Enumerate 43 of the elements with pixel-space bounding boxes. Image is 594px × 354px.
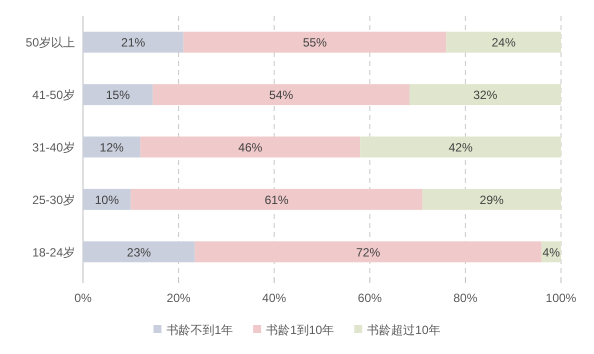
y-tick-label: 18-24岁 [32, 245, 75, 260]
bar [83, 188, 131, 210]
text: 54% [269, 88, 294, 102]
bar [83, 136, 140, 158]
text: 72% [356, 245, 380, 260]
text: 21% [121, 36, 146, 50]
bar [83, 32, 184, 53]
bar [83, 241, 195, 262]
x-tick-label: 100% [546, 291, 577, 305]
text: 23% [126, 245, 151, 260]
bar [152, 84, 410, 106]
text: 32% [473, 88, 498, 102]
bar [183, 32, 446, 53]
text: 55% [302, 36, 327, 50]
text: 10% [94, 192, 119, 207]
text: 46% [238, 140, 262, 154]
bar [194, 241, 542, 262]
x-tick-label: 60% [358, 291, 382, 305]
text: 61% [264, 192, 289, 207]
y-tick-label: 31-40岁 [32, 140, 75, 154]
x-tick-label: 0% [74, 291, 92, 305]
y-tick-label: 25-30岁 [32, 192, 75, 207]
legend-label: 书龄超过10年 [367, 323, 441, 337]
x-tick-label: 40% [262, 291, 287, 305]
text: 12% [100, 140, 124, 154]
text: 29% [480, 192, 504, 207]
text: 4% [542, 245, 560, 260]
text: 42% [448, 140, 473, 154]
bar [446, 32, 561, 53]
legend-label: 书龄1到10年 [266, 323, 334, 337]
y-tick-label: 41-50岁 [32, 88, 75, 102]
x-tick-label: 20% [166, 291, 191, 305]
text: 24% [492, 36, 516, 50]
x-tick-label: 80% [453, 291, 478, 305]
bar [422, 188, 561, 210]
bar [83, 84, 153, 106]
bar [409, 84, 561, 106]
legend-label: 书龄不到1年 [166, 323, 234, 337]
bar [360, 136, 561, 158]
y-tick-label: 50岁以上 [26, 36, 75, 50]
bar [140, 136, 360, 158]
bar [130, 188, 422, 210]
text: 15% [106, 88, 130, 102]
